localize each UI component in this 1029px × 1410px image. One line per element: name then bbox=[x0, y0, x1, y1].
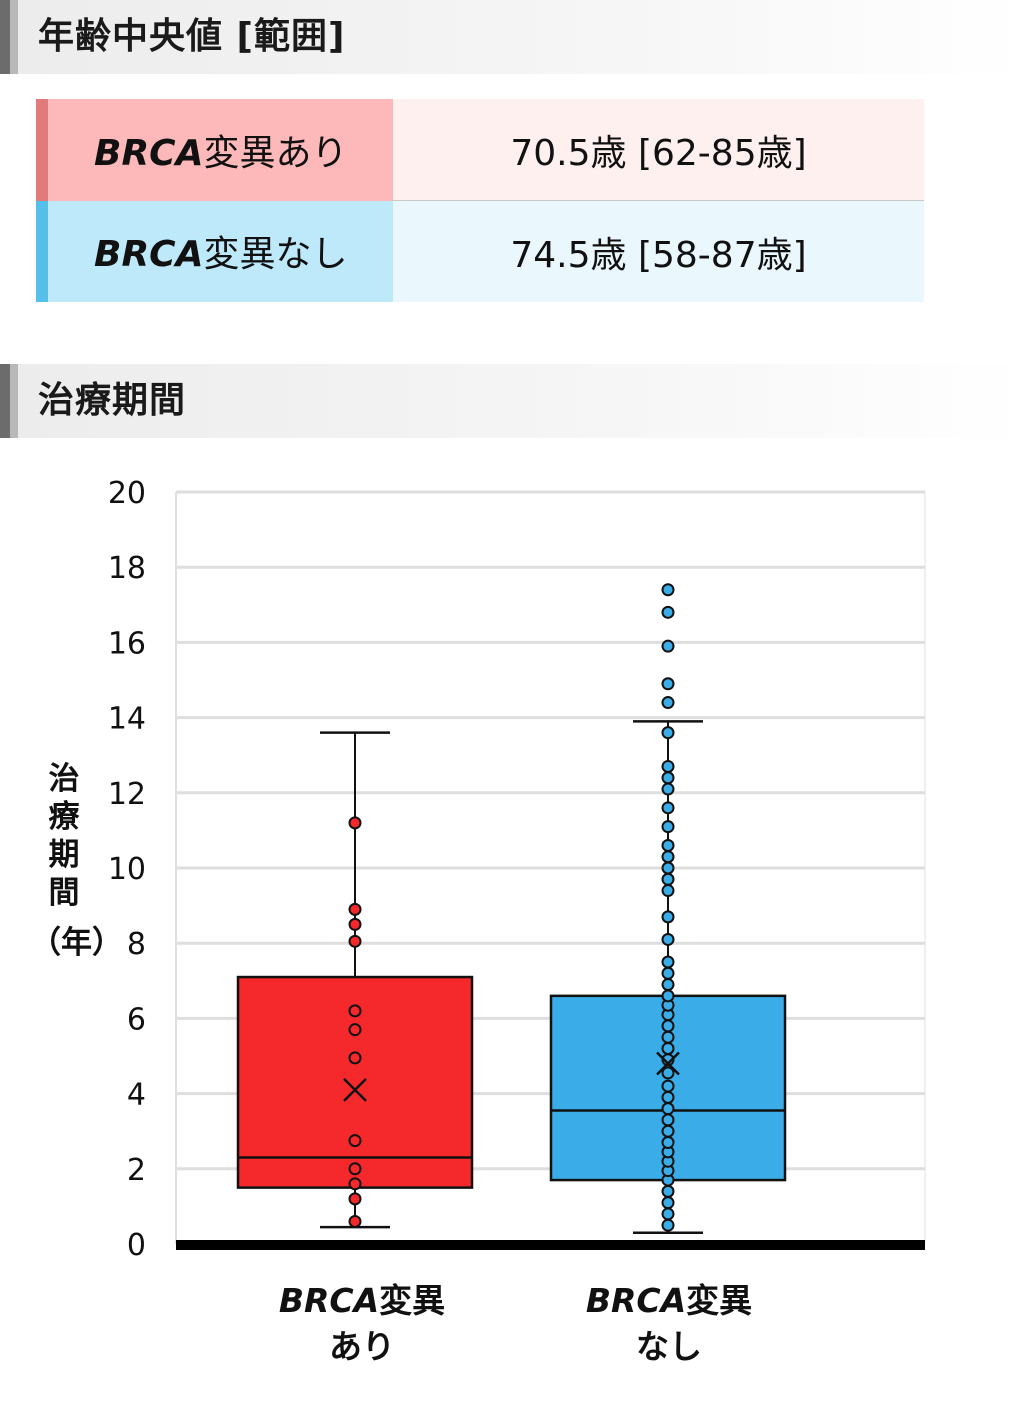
x-category-line2: あり bbox=[329, 1327, 395, 1366]
age-section-header: 年齢中央値 [範囲] bbox=[0, 0, 1029, 74]
y-axis-label-char: 間 bbox=[48, 875, 80, 911]
y-tick-label: 6 bbox=[127, 1002, 146, 1037]
mean-marker bbox=[343, 1077, 367, 1102]
data-point bbox=[348, 902, 362, 916]
mutation-status-label: 変異なし bbox=[203, 234, 348, 276]
data-point bbox=[348, 816, 362, 830]
x-category-line2: なし bbox=[636, 1327, 702, 1366]
data-point bbox=[661, 966, 675, 980]
data-point bbox=[348, 934, 362, 948]
data-point bbox=[661, 1124, 675, 1138]
data-point bbox=[661, 1196, 675, 1210]
data-point bbox=[661, 1207, 675, 1221]
data-point bbox=[661, 861, 675, 875]
header-accent-bar bbox=[0, 364, 18, 438]
data-point bbox=[661, 1030, 675, 1044]
y-tick-label: 4 bbox=[127, 1078, 146, 1113]
data-point bbox=[661, 696, 675, 710]
x-axis-line bbox=[176, 1240, 925, 1250]
y-tick-label: 10 bbox=[108, 852, 146, 887]
data-point bbox=[348, 1004, 362, 1018]
x-category-line1: 変異 bbox=[379, 1281, 446, 1320]
row-accent bbox=[36, 200, 48, 302]
header-accent-bar bbox=[0, 0, 18, 74]
age-row-value: 70.5歳 [62-85歳] bbox=[393, 99, 924, 201]
data-point bbox=[661, 1102, 675, 1116]
data-point bbox=[661, 884, 675, 898]
data-point bbox=[348, 1214, 362, 1228]
data-point bbox=[661, 850, 675, 864]
y-tick-label: 12 bbox=[108, 777, 146, 812]
duration-section-title: 治療期間 bbox=[38, 380, 187, 421]
y-tick-label: 16 bbox=[108, 626, 146, 661]
data-point bbox=[661, 1218, 675, 1232]
data-point bbox=[348, 1023, 362, 1037]
y-tick-label: 8 bbox=[127, 927, 146, 962]
data-point bbox=[661, 605, 675, 619]
data-point bbox=[661, 820, 675, 834]
age-row-label: BRCA変異なし bbox=[36, 200, 393, 302]
y-tick-label: 2 bbox=[127, 1153, 146, 1188]
data-point bbox=[661, 910, 675, 924]
x-category-without-mutation: BRCA変異 なし bbox=[559, 1278, 779, 1370]
age-row-without-mutation: BRCA変異なし 74.5歳 [58-87歳] bbox=[36, 200, 924, 302]
y-tick-label: 18 bbox=[108, 551, 146, 586]
data-point bbox=[661, 1079, 675, 1093]
brca-label: BRCA bbox=[94, 132, 204, 174]
x-category-with-mutation: BRCA変異 あり bbox=[252, 1278, 472, 1370]
y-axis-label-char: 治 bbox=[48, 761, 80, 797]
duration-section-header: 治療期間 bbox=[0, 364, 1029, 438]
data-point bbox=[348, 1134, 362, 1148]
age-row-with-mutation: BRCA変異あり 70.5歳 [62-85歳] bbox=[36, 99, 924, 201]
data-point bbox=[348, 1192, 362, 1206]
data-point bbox=[348, 917, 362, 931]
data-point bbox=[661, 583, 675, 597]
data-point bbox=[661, 1019, 675, 1033]
data-point bbox=[661, 955, 675, 969]
mutation-status-label: 変異あり bbox=[203, 132, 348, 174]
y-tick-label: 14 bbox=[108, 702, 146, 737]
data-point bbox=[661, 1041, 675, 1055]
data-point bbox=[661, 1135, 675, 1149]
age-table: BRCA変異あり 70.5歳 [62-85歳] BRCA変異なし 74.5歳 [… bbox=[36, 99, 924, 302]
data-point bbox=[661, 872, 675, 886]
brca-label: BRCA bbox=[94, 234, 204, 276]
data-point bbox=[348, 1177, 362, 1191]
x-category-brca: BRCA bbox=[585, 1281, 687, 1320]
y-tick-label: 20 bbox=[108, 476, 146, 511]
data-point bbox=[661, 759, 675, 773]
y-axis-label: 治 療 期 間 （年） bbox=[30, 760, 123, 962]
data-point bbox=[661, 726, 675, 740]
mean-marker bbox=[656, 1051, 680, 1076]
data-point bbox=[661, 771, 675, 785]
data-point bbox=[661, 1113, 675, 1127]
y-axis-unit: （年） bbox=[30, 925, 123, 961]
data-point bbox=[661, 677, 675, 691]
data-point bbox=[661, 838, 675, 852]
data-point bbox=[661, 801, 675, 815]
x-category-line1: 変異 bbox=[686, 1281, 753, 1320]
age-row-value: 74.5歳 [58-87歳] bbox=[393, 200, 924, 302]
y-tick-label: 0 bbox=[127, 1228, 146, 1263]
data-point bbox=[661, 1066, 675, 1080]
treatment-duration-boxplot: 0 2 4 6 8 10 12 14 16 18 20 bbox=[108, 476, 926, 1263]
age-row-label: BRCA変異あり bbox=[36, 99, 393, 201]
data-point bbox=[661, 932, 675, 946]
y-axis-label-char: 療 bbox=[48, 799, 80, 835]
data-point bbox=[661, 639, 675, 653]
data-point bbox=[661, 989, 675, 1003]
data-point bbox=[661, 782, 675, 796]
data-point bbox=[661, 1090, 675, 1104]
age-section-title: 年齢中央値 [範囲] bbox=[38, 16, 346, 57]
data-point bbox=[348, 1051, 362, 1065]
x-category-brca: BRCA bbox=[278, 1281, 380, 1320]
y-axis-label-char: 期 bbox=[48, 837, 80, 873]
data-point bbox=[348, 1162, 362, 1176]
data-point bbox=[661, 978, 675, 992]
data-point bbox=[661, 1184, 675, 1198]
row-accent bbox=[36, 99, 48, 201]
